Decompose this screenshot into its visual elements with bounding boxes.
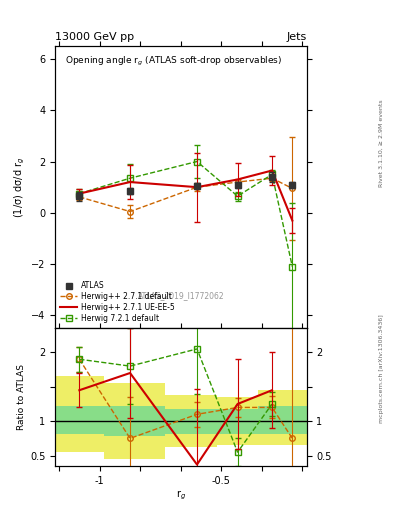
Bar bbox=[165, 395, 217, 447]
Text: ATLAS_2019_I1772062: ATLAS_2019_I1772062 bbox=[138, 291, 224, 300]
Y-axis label: (1/σ) dσ/d r$_g$: (1/σ) dσ/d r$_g$ bbox=[12, 157, 27, 218]
Bar bbox=[55, 406, 104, 434]
Bar bbox=[55, 376, 104, 452]
Text: Rivet 3.1.10, ≥ 2.9M events: Rivet 3.1.10, ≥ 2.9M events bbox=[379, 99, 384, 187]
Bar bbox=[258, 406, 286, 434]
Text: 13000 GeV pp: 13000 GeV pp bbox=[55, 32, 134, 42]
Bar bbox=[258, 390, 286, 445]
Legend: ATLAS, Herwig++ 2.7.1 default, Herwig++ 2.7.1 UE-EE-5, Herwig 7.2.1 default: ATLAS, Herwig++ 2.7.1 default, Herwig++ … bbox=[59, 280, 176, 325]
Y-axis label: Ratio to ATLAS: Ratio to ATLAS bbox=[17, 364, 26, 430]
X-axis label: r$_g$: r$_g$ bbox=[176, 488, 186, 502]
Text: Jets: Jets bbox=[286, 32, 307, 42]
Bar bbox=[286, 390, 307, 445]
Text: mcplots.cern.ch [arXiv:1306.3436]: mcplots.cern.ch [arXiv:1306.3436] bbox=[379, 314, 384, 423]
Bar bbox=[165, 409, 217, 434]
Bar bbox=[217, 409, 258, 434]
Bar bbox=[286, 406, 307, 434]
Bar bbox=[104, 406, 165, 436]
Bar bbox=[104, 383, 165, 459]
Bar bbox=[217, 397, 258, 445]
Text: Opening angle r$_g$ (ATLAS soft-drop observables): Opening angle r$_g$ (ATLAS soft-drop obs… bbox=[65, 55, 282, 68]
